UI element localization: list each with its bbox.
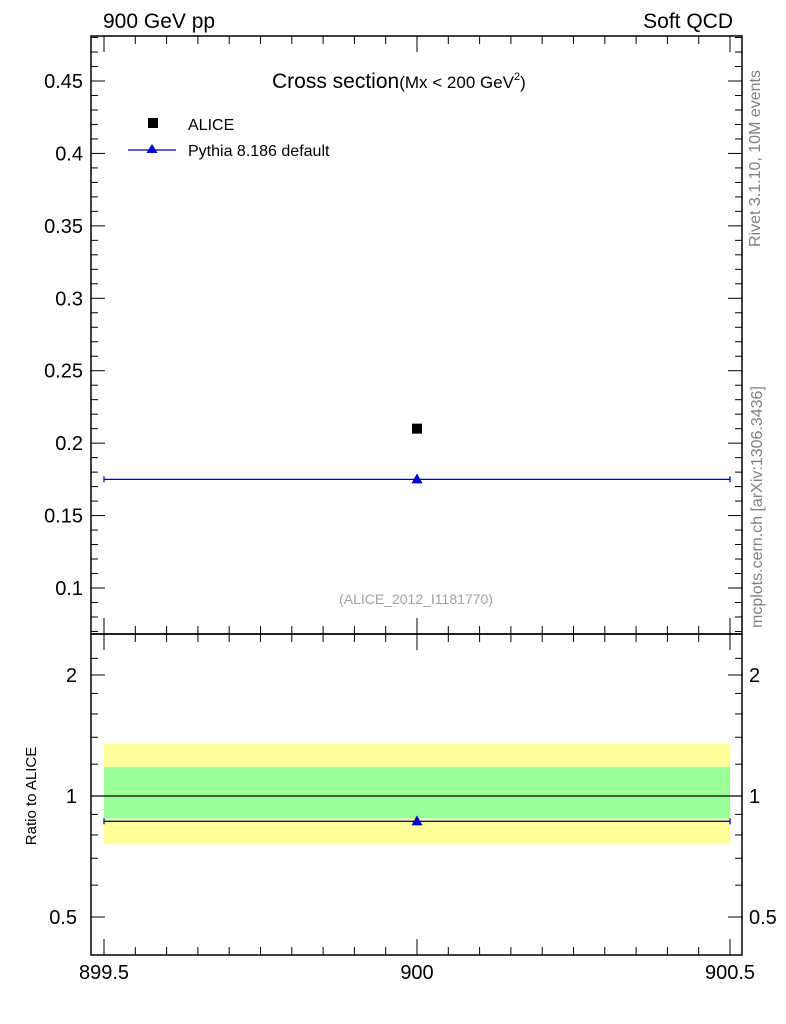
ratio-pythia-point: [411, 815, 423, 826]
header-right: Soft QCD: [643, 10, 733, 33]
legend-alice-marker: [148, 118, 158, 128]
legend-pythia-label: Pythia 8.186 default: [188, 143, 330, 160]
main-y-tick-label: 0.3: [55, 288, 83, 310]
ratio-panel: 899.5 900 900.5 0.5 0.5 1 1 2 2: [49, 633, 777, 984]
main-y-tick-label: 0.15: [44, 506, 83, 528]
x-tick-label: 900: [400, 962, 433, 984]
legend: ALICE Pythia 8.186 default: [128, 117, 330, 160]
ratio-y-tick-label-right: 1: [749, 786, 760, 808]
ratio-y-tick-label-right: 0.5: [749, 907, 777, 929]
legend-alice-label: ALICE: [188, 117, 234, 134]
ratio-y-tick-label: 0.5: [49, 907, 77, 929]
ratio-band-inner: [104, 767, 730, 819]
main-y-tick-label: 0.35: [44, 216, 83, 238]
main-y-tick-label: 0.25: [44, 361, 83, 383]
chart-title: Cross section(Mx < 200 GeV2): [272, 70, 526, 93]
ratio-y-tick-label: 2: [66, 665, 77, 687]
chart-title-close: ): [520, 73, 526, 92]
ratio-y-tick-label: 1: [66, 786, 77, 808]
legend-pythia-marker: [146, 144, 158, 153]
ratio-y-tick-label-right: 2: [749, 665, 760, 687]
ratio-ylabel: Ratio to ALICE: [23, 747, 40, 845]
alice-point: [412, 423, 422, 434]
main-y-tick-label: 0.1: [55, 578, 83, 600]
header-left: 900 GeV pp: [103, 10, 215, 33]
chart-title-sub: (Mx < 200 GeV: [399, 73, 514, 92]
pythia-point: [411, 473, 423, 484]
main-y-tick-label: 0.4: [55, 143, 83, 165]
main-y-tick-label: 0.45: [44, 71, 83, 93]
analysis-tag: (ALICE_2012_I1181770): [339, 591, 493, 607]
x-tick-label: 899.5: [79, 962, 129, 984]
chart-title-main: Cross section: [272, 70, 399, 93]
rivet-label: Rivet 3.1.10, 10M events: [747, 70, 764, 247]
mcplots-label: mcplots.cern.ch [arXiv:1306.3436]: [749, 386, 766, 628]
chart-title-sup: 2: [514, 71, 520, 83]
x-tick-label: 900.5: [705, 962, 755, 984]
main-y-tick-label: 0.2: [55, 433, 83, 455]
